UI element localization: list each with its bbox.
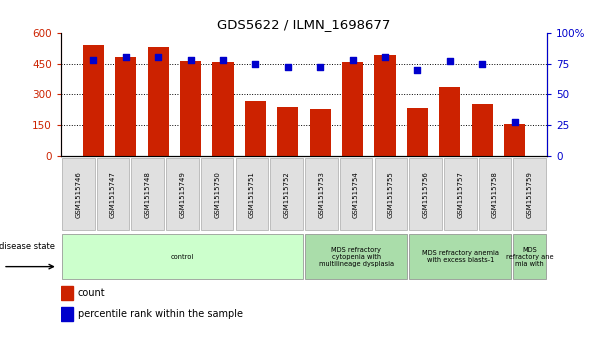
FancyBboxPatch shape bbox=[409, 158, 442, 230]
Bar bbox=[116, 57, 136, 156]
Text: GSM1515756: GSM1515756 bbox=[423, 171, 429, 218]
Text: GSM1515747: GSM1515747 bbox=[110, 171, 116, 218]
Bar bbox=[148, 47, 169, 156]
Text: MDS
refractory ane
mia with: MDS refractory ane mia with bbox=[506, 247, 554, 267]
Point bbox=[89, 57, 98, 63]
Point bbox=[380, 54, 390, 60]
Text: count: count bbox=[78, 287, 105, 298]
Text: disease state: disease state bbox=[0, 241, 55, 250]
FancyBboxPatch shape bbox=[375, 158, 407, 230]
Text: control: control bbox=[171, 254, 194, 260]
Bar bbox=[212, 62, 233, 156]
Point bbox=[412, 67, 422, 73]
Point bbox=[218, 57, 228, 63]
Text: percentile rank within the sample: percentile rank within the sample bbox=[78, 309, 243, 319]
Bar bbox=[504, 124, 525, 156]
FancyBboxPatch shape bbox=[271, 158, 303, 230]
Point bbox=[510, 119, 519, 125]
Bar bbox=[309, 109, 331, 156]
Point bbox=[477, 61, 487, 66]
FancyBboxPatch shape bbox=[201, 158, 233, 230]
FancyBboxPatch shape bbox=[444, 158, 477, 230]
Text: GSM1515748: GSM1515748 bbox=[145, 171, 151, 218]
FancyBboxPatch shape bbox=[340, 158, 373, 230]
Bar bbox=[245, 101, 266, 156]
Point bbox=[153, 54, 163, 60]
Bar bbox=[407, 108, 428, 156]
FancyBboxPatch shape bbox=[514, 234, 546, 280]
Point bbox=[186, 57, 196, 63]
FancyBboxPatch shape bbox=[305, 234, 407, 280]
Text: GSM1515752: GSM1515752 bbox=[283, 171, 289, 217]
Title: GDS5622 / ILMN_1698677: GDS5622 / ILMN_1698677 bbox=[217, 19, 391, 32]
Text: GSM1515758: GSM1515758 bbox=[492, 171, 498, 218]
Bar bbox=[342, 62, 363, 156]
Text: GSM1515757: GSM1515757 bbox=[457, 171, 463, 218]
Text: GSM1515759: GSM1515759 bbox=[527, 171, 533, 218]
Bar bbox=[439, 87, 460, 156]
Bar bbox=[180, 61, 201, 156]
Point bbox=[250, 61, 260, 66]
FancyBboxPatch shape bbox=[62, 158, 94, 230]
Bar bbox=[375, 55, 396, 156]
Text: GSM1515753: GSM1515753 bbox=[319, 171, 325, 218]
Text: GSM1515751: GSM1515751 bbox=[249, 171, 255, 218]
FancyBboxPatch shape bbox=[131, 158, 164, 230]
Point bbox=[348, 57, 358, 63]
Text: GSM1515755: GSM1515755 bbox=[388, 171, 394, 217]
Bar bbox=[61, 307, 72, 321]
Point bbox=[283, 64, 292, 70]
FancyBboxPatch shape bbox=[409, 234, 511, 280]
FancyBboxPatch shape bbox=[166, 158, 199, 230]
Point bbox=[121, 54, 131, 60]
Bar bbox=[83, 45, 104, 156]
Bar bbox=[277, 107, 299, 156]
Text: GSM1515749: GSM1515749 bbox=[179, 171, 185, 218]
FancyBboxPatch shape bbox=[305, 158, 337, 230]
FancyBboxPatch shape bbox=[235, 158, 268, 230]
Text: GSM1515750: GSM1515750 bbox=[214, 171, 220, 218]
FancyBboxPatch shape bbox=[478, 158, 511, 230]
Point bbox=[445, 58, 455, 64]
Bar bbox=[61, 286, 72, 299]
FancyBboxPatch shape bbox=[514, 158, 546, 230]
Text: MDS refractory
cytopenia with
multilineage dysplasia: MDS refractory cytopenia with multilinea… bbox=[319, 247, 393, 267]
Text: GSM1515746: GSM1515746 bbox=[75, 171, 81, 218]
FancyBboxPatch shape bbox=[97, 158, 130, 230]
Text: GSM1515754: GSM1515754 bbox=[353, 171, 359, 217]
Point bbox=[316, 64, 325, 70]
FancyBboxPatch shape bbox=[62, 234, 303, 280]
Text: MDS refractory anemia
with excess blasts-1: MDS refractory anemia with excess blasts… bbox=[422, 250, 499, 263]
Bar bbox=[472, 104, 492, 156]
